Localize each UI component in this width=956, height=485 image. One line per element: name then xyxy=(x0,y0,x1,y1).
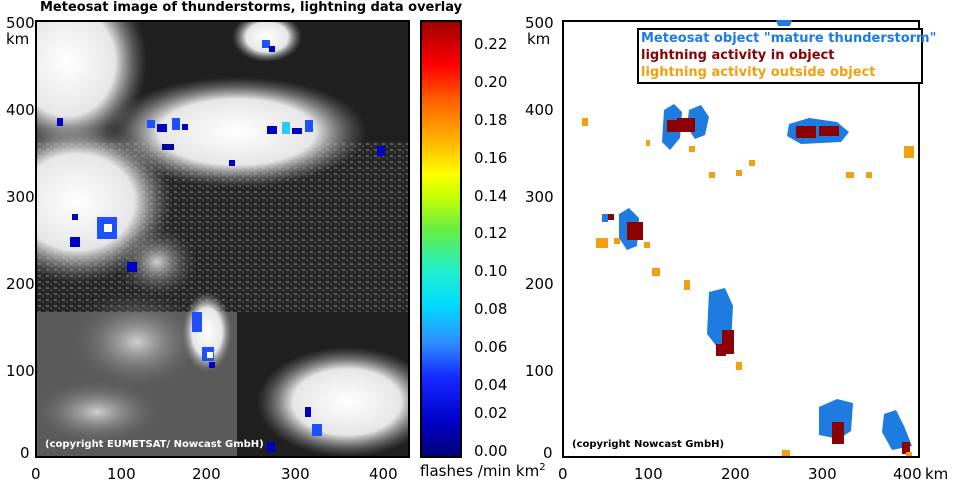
colorbar-tick: 0.10 xyxy=(474,262,508,280)
left-copyright: (copyright EUMETSAT/ Nowcast GmbH) xyxy=(45,439,264,450)
lightning-in-object xyxy=(608,118,910,454)
right-x-tick-200: 200 xyxy=(721,465,750,483)
right-x-tick-0: 0 xyxy=(558,465,568,483)
left-y-tick-300: 300 xyxy=(6,188,35,206)
colorbar-label-text: flashes /min km xyxy=(420,462,540,480)
lightning-outside-object xyxy=(582,118,914,456)
thunderstorm-objects xyxy=(602,20,912,450)
left-y-tick-100: 100 xyxy=(6,362,35,380)
lightning-pixels xyxy=(57,40,385,452)
colorbar-label-sup: 2 xyxy=(539,462,546,473)
left-y-tick-0: 0 xyxy=(20,444,30,462)
right-x-tick-300: 300 xyxy=(808,465,837,483)
colorbar-tick: 0.16 xyxy=(474,149,508,167)
right-copyright: (copyright Nowcast GmbH) xyxy=(572,439,725,450)
left-x-tick-0: 0 xyxy=(31,465,41,483)
right-y-tick-100: 100 xyxy=(525,362,554,380)
right-x-unit: km xyxy=(925,465,949,483)
satellite-image-panel: (copyright EUMETSAT/ Nowcast GmbH) xyxy=(35,20,410,458)
left-y-unit: km xyxy=(6,30,30,48)
right-y-tick-0: 0 xyxy=(543,444,553,462)
colorbar-tick: 0.08 xyxy=(474,300,508,318)
right-y-tick-500: 500 xyxy=(525,14,554,32)
left-x-tick-300: 300 xyxy=(281,465,310,483)
right-x-tick-100: 100 xyxy=(634,465,663,483)
legend-object: Meteosat object "mature thunderstorm" xyxy=(641,31,937,46)
left-x-tick-200: 200 xyxy=(192,465,221,483)
object-map xyxy=(582,20,914,456)
left-panel-title: Meteosat image of thunderstorms, lightni… xyxy=(40,0,463,15)
left-y-tick-200: 200 xyxy=(6,275,35,293)
right-y-tick-200: 200 xyxy=(525,275,554,293)
colorbar-tick: 0.00 xyxy=(474,442,508,460)
colorbar-tick: 0.12 xyxy=(474,224,508,242)
colorbar xyxy=(420,20,462,458)
right-y-tick-400: 400 xyxy=(525,101,554,119)
left-x-tick-400: 400 xyxy=(369,465,398,483)
colorbar-tick: 0.14 xyxy=(474,187,508,205)
left-y-tick-500: 500 xyxy=(6,14,35,32)
object-map-panel: (copyright Nowcast GmbH) xyxy=(562,20,920,458)
map-legend xyxy=(637,28,923,84)
right-y-unit: km xyxy=(527,30,551,48)
colorbar-tick: 0.18 xyxy=(474,111,508,129)
colorbar-tick: 0.06 xyxy=(474,338,508,356)
satellite-image xyxy=(37,22,408,456)
colorbar-tick: 0.04 xyxy=(474,376,508,394)
colorbar-tick: 0.22 xyxy=(474,35,508,53)
right-x-tick-400: 400 xyxy=(893,465,922,483)
legend-lightning-outside: lightning activity outside object xyxy=(641,65,876,80)
colorbar-label: flashes /min km2 xyxy=(420,462,546,480)
left-y-tick-400: 400 xyxy=(6,101,35,119)
left-x-tick-100: 100 xyxy=(107,465,136,483)
colorbar-tick: 0.02 xyxy=(474,404,508,422)
right-y-tick-300: 300 xyxy=(525,188,554,206)
colorbar-tick: 0.20 xyxy=(474,73,508,91)
legend-lightning-in-object: lightning activity in object xyxy=(641,48,835,63)
